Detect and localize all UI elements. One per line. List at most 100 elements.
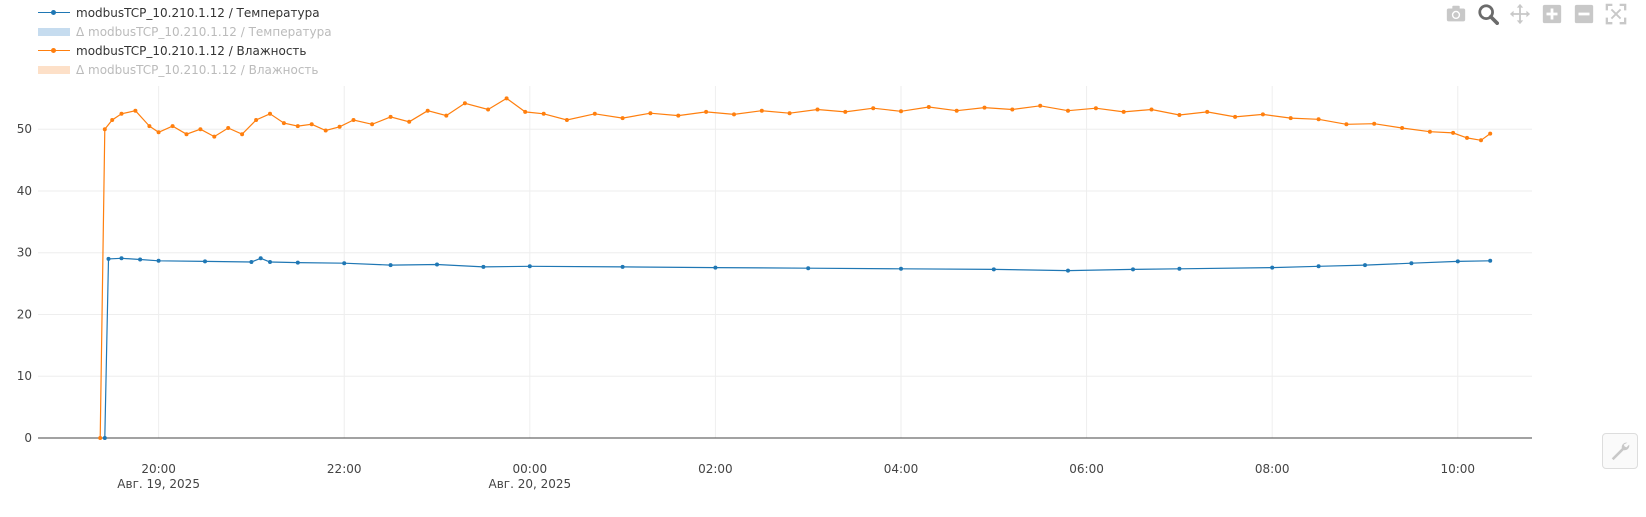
data-point [1288,116,1293,121]
legend-item[interactable]: Δ modbusTCP_10.210.1.12 / Температура [38,22,332,41]
data-point [147,124,152,129]
legend: modbusTCP_10.210.1.12 / Температура Δ mod… [38,3,332,79]
data-point [620,264,625,269]
data-point [425,108,430,113]
data-point [268,111,272,116]
data-point [899,109,903,114]
data-point [1270,265,1275,270]
x-tick-sublabel: Авг. 19, 2025 [117,477,200,491]
data-point [309,122,314,127]
data-point [106,256,111,261]
zoom-out-icon[interactable] [1572,2,1596,26]
data-point [1455,259,1460,264]
legend-label: modbusTCP_10.210.1.12 / Температура [76,5,320,20]
data-point [295,260,300,265]
data-point [926,105,931,109]
data-point [676,113,681,118]
data-point [351,118,356,122]
data-point [1488,131,1493,136]
data-point [249,260,254,264]
data-point [1177,113,1182,117]
data-point [1010,107,1015,112]
data-point [342,261,347,266]
data-point [564,118,569,122]
grid-lines [38,86,1532,438]
zoom-in-icon[interactable] [1540,2,1564,26]
data-point [1488,258,1493,263]
data-point [620,116,625,121]
data-point [102,436,107,440]
data-point [1149,107,1154,112]
data-point [806,266,811,271]
data-point [388,263,393,268]
data-point [110,118,115,122]
data-point [102,127,107,132]
y-tick-label: 30 [17,246,32,260]
data-point [1260,112,1265,117]
x-tick-label: 08:00 [1255,462,1290,476]
data-point [337,124,342,129]
data-point [991,267,996,272]
data-point [982,105,987,110]
wrench-icon[interactable] [1602,433,1638,469]
pan-icon[interactable] [1508,2,1532,26]
x-tick-label: 20:00 [141,462,176,476]
data-point [254,118,259,122]
data-point [119,111,124,116]
data-point [1427,129,1432,134]
data-point [1205,109,1210,114]
camera-icon[interactable] [1444,2,1468,26]
data-point [704,109,709,114]
data-point [435,262,439,267]
data-point [527,264,532,269]
legend-label: Δ modbusTCP_10.210.1.12 / Температура [76,24,332,39]
data-point [226,126,231,130]
y-tick-label: 40 [17,184,32,198]
x-tick-label: 10:00 [1440,462,1475,476]
data-point [1363,263,1367,268]
legend-label: modbusTCP_10.210.1.12 / Влажность [76,43,307,58]
data-point [541,111,546,116]
legend-symbol [38,27,70,37]
data-point [523,109,528,114]
data-point [323,128,328,133]
data-point [899,266,903,271]
legend-item[interactable]: Δ modbusTCP_10.210.1.12 / Влажность [38,60,332,79]
data-point [1344,122,1349,127]
data-point [871,106,876,111]
data-point [1316,264,1321,269]
data-point [481,264,486,269]
data-point [444,113,449,118]
data-point [268,260,272,264]
data-point [133,108,138,113]
data-point [462,101,467,106]
legend-item[interactable]: modbusTCP_10.210.1.12 / Температура [38,3,332,22]
legend-symbol [38,46,70,56]
data-point [203,259,207,264]
series-layer [98,96,1493,440]
data-point [258,256,263,261]
legend-label: Δ modbusTCP_10.210.1.12 / Влажность [76,62,319,77]
data-point [713,265,718,270]
data-point [1479,138,1483,143]
legend-item[interactable]: modbusTCP_10.210.1.12 / Влажность [38,41,332,60]
data-point [843,109,848,114]
data-point [98,436,103,440]
data-point [370,122,375,127]
data-point [1093,106,1098,111]
data-point [119,256,124,261]
data-point [388,114,393,119]
y-tick-label: 10 [17,369,32,383]
x-tick-label: 02:00 [698,462,733,476]
data-point [1177,266,1182,271]
zoom-icon[interactable] [1476,2,1500,26]
data-point [504,96,509,101]
data-point [1465,135,1469,140]
data-point [592,111,597,116]
data-point [1066,108,1070,113]
data-point [787,111,792,116]
data-point [1121,109,1126,114]
autoscale-icon[interactable] [1604,2,1628,26]
data-point [295,124,300,129]
